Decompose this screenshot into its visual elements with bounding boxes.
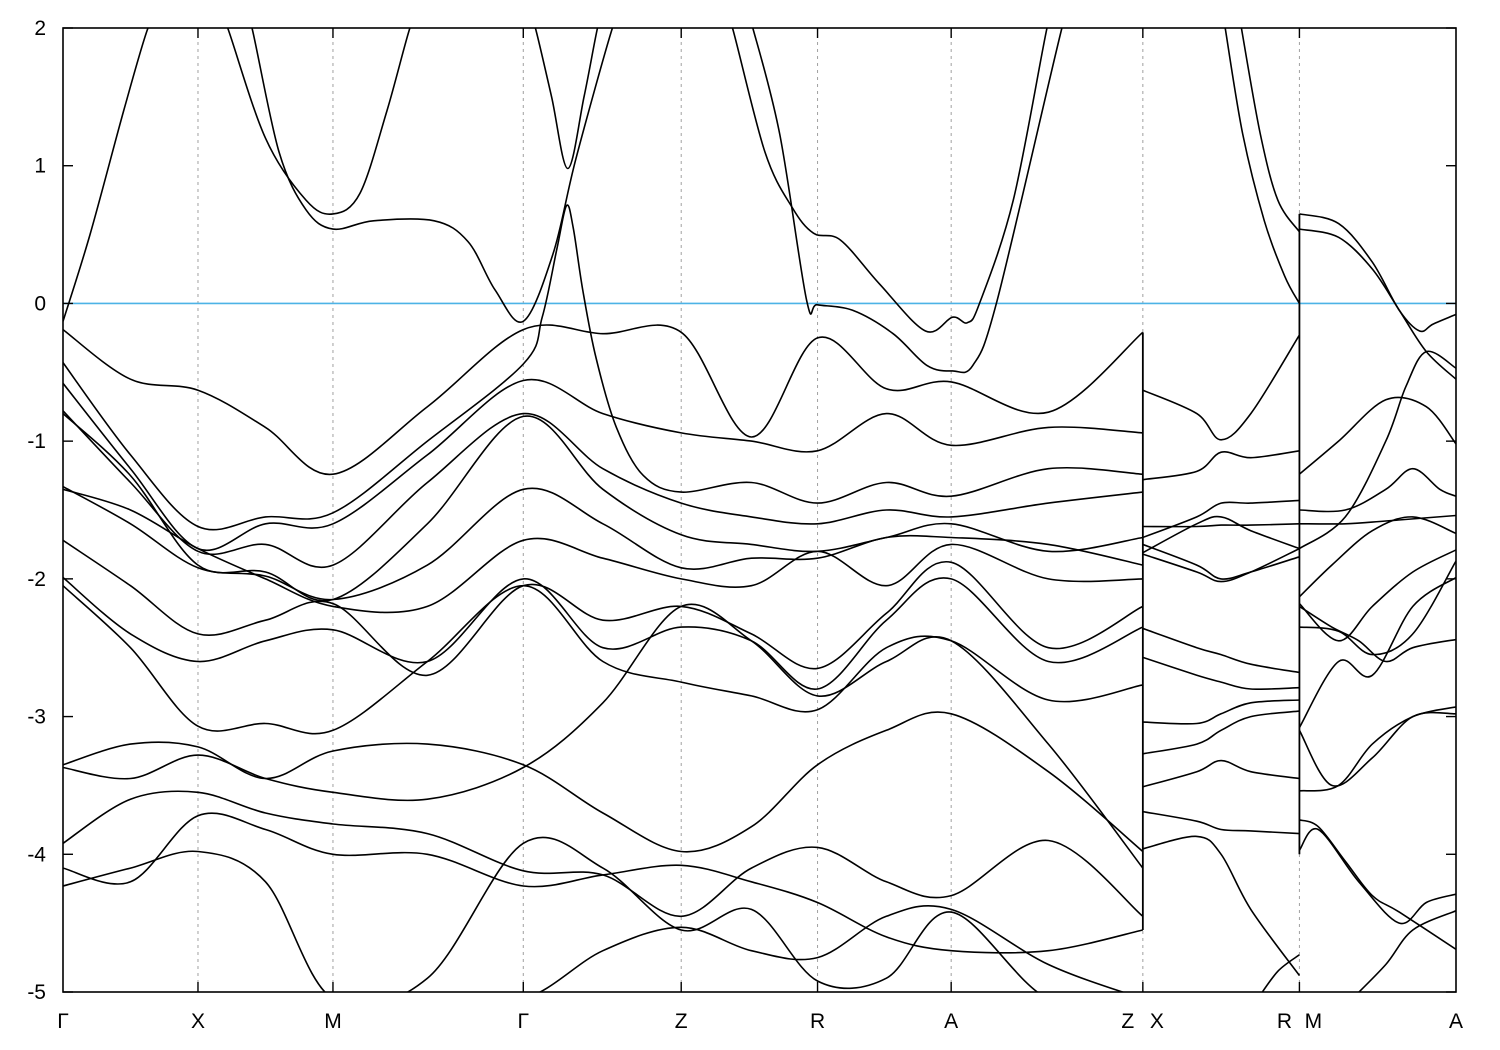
band-line [751, 28, 1063, 374]
band-line [1299, 228, 1456, 380]
band-line [1298, 549, 1456, 642]
y-tick-label: 2 [34, 17, 46, 40]
band-line [1224, 28, 1301, 304]
band-line [63, 378, 1143, 552]
band-line [731, 28, 1048, 333]
band-line [63, 324, 1144, 476]
x-tick-label: Γ [517, 1010, 529, 1033]
y-tick-label: -5 [27, 981, 46, 1004]
band-line [1142, 699, 1300, 725]
band-line [1142, 334, 1301, 441]
x-tick-label: X [1150, 1010, 1164, 1033]
band-line [63, 584, 1143, 735]
band-line [63, 410, 1143, 568]
y-tick-label: -2 [27, 568, 46, 591]
band-line [1142, 759, 1300, 788]
band-line [534, 28, 599, 170]
x-tick-label: A [944, 1010, 958, 1033]
band-line [1298, 711, 1456, 787]
bands [63, 28, 1456, 992]
band-line [1298, 350, 1456, 550]
x-tick-label: Z [675, 1010, 688, 1033]
band-line [63, 836, 1039, 992]
band-line [63, 812, 1143, 954]
y-tick-label: -3 [27, 706, 46, 729]
band-line [1142, 810, 1300, 835]
band-line [1299, 514, 1456, 525]
band-line [1299, 467, 1456, 513]
band-line [1240, 28, 1301, 233]
band-line [251, 28, 614, 323]
x-tick-label: R [810, 1010, 825, 1033]
band-line [63, 488, 1143, 614]
band-line [63, 204, 1143, 531]
band-line [538, 904, 1125, 992]
band-line [1142, 523, 1300, 528]
band-line [1299, 819, 1456, 950]
band-line [63, 603, 1144, 869]
y-tick-label: -4 [27, 843, 46, 866]
x-tick-label: A [1449, 1010, 1463, 1033]
band-line [1142, 499, 1300, 539]
band-line [1142, 627, 1300, 674]
x-tick-label: Z [1121, 1010, 1134, 1033]
x-tick-label: Γ [57, 1010, 69, 1033]
band-line [1298, 827, 1456, 925]
band-line [1142, 835, 1301, 976]
band-line [63, 576, 1144, 690]
band-line [1299, 560, 1456, 656]
band-line [1142, 547, 1300, 583]
band-line [1142, 710, 1300, 755]
band-line [63, 539, 1144, 677]
y-tick-label: 0 [34, 292, 46, 315]
band-line [63, 790, 1144, 918]
x-tick-label: M [324, 1010, 342, 1033]
x-tick-label: R [1277, 1010, 1292, 1033]
grid-lines [197, 28, 1300, 992]
band-line [1357, 909, 1456, 992]
band-line [1299, 706, 1456, 792]
band-line [1142, 543, 1300, 580]
band-line [1298, 605, 1456, 663]
band-line [1261, 954, 1300, 992]
band-line [63, 485, 1143, 601]
x-tick-label: M [1305, 1010, 1323, 1033]
band-line [1298, 576, 1456, 729]
plot-frame [62, 27, 1457, 993]
band-line [1142, 450, 1300, 481]
band-line [63, 28, 149, 322]
x-tick-label: X [191, 1010, 205, 1033]
band-line [1298, 396, 1456, 475]
band-line [1142, 656, 1300, 691]
y-tick-label: 1 [34, 155, 46, 178]
band-line [1298, 516, 1456, 598]
band-line [63, 711, 1144, 853]
y-tick-label: -1 [27, 430, 46, 453]
band-line [226, 28, 411, 215]
band-line [1142, 515, 1300, 554]
